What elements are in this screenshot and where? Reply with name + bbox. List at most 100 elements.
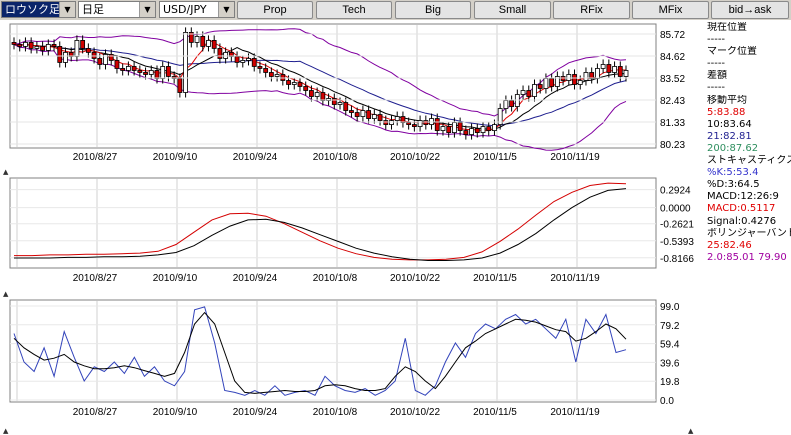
candle-body: [183, 31, 188, 93]
y-axis-tick-label: 80.23: [660, 140, 685, 151]
candle-body: [566, 74, 572, 81]
candle-body: [377, 114, 383, 121]
candle-body: [274, 74, 280, 77]
big-button[interactable]: Big: [395, 1, 471, 19]
y-axis-tick-label: -0.8166: [660, 254, 694, 265]
candle-body: [343, 102, 349, 111]
collapse-icon[interactable]: ▲: [3, 290, 9, 298]
stochastic-chart[interactable]: 99.0 79.2 59.4 39.6 19.8 0.0 2010/8/27 2010/9/…: [0, 298, 706, 424]
collapse-icon[interactable]: ▲: [3, 427, 9, 435]
y-axis-tick-label: 59.4: [660, 340, 680, 351]
candle-body: [554, 76, 560, 87]
stoch-k-label: %K:5:53.4: [707, 167, 759, 179]
candle-body: [549, 78, 555, 87]
x-axis-date-label: 2010/10/22: [390, 273, 440, 284]
candle-body: [532, 84, 537, 97]
pair-select[interactable]: USD/JPY ▼: [159, 1, 235, 18]
collapse-icon[interactable]: ▲: [3, 168, 9, 176]
candle-body: [492, 124, 497, 131]
x-axis-date-label: 2010/11/19: [550, 407, 600, 418]
x-axis-date-label: 2010/10/8: [313, 407, 358, 418]
candle-body: [45, 44, 51, 51]
x-axis-date-label: 2010/11/5: [473, 273, 517, 284]
candle-body: [583, 72, 589, 81]
candle-body: [188, 31, 194, 43]
candle-body: [154, 70, 160, 79]
mark-position-value: -----: [707, 58, 726, 70]
candle-body: [337, 102, 343, 105]
y-axis-tick-label: -0.5393: [660, 237, 694, 248]
signal-line: [14, 188, 627, 261]
candle-body: [314, 92, 320, 97]
stoch-d-line: [13, 311, 627, 394]
ma-200-label: 200:87.62: [707, 142, 759, 154]
candle-body: [251, 58, 257, 67]
candle-body: [114, 60, 120, 69]
moving-average-title: 移動平均: [707, 94, 747, 106]
chevron-down-icon[interactable]: ▼: [59, 2, 75, 17]
prop-button[interactable]: Prop: [237, 1, 313, 19]
candle-body: [263, 68, 269, 73]
chevron-down-icon[interactable]: ▼: [139, 2, 155, 17]
resize-icon[interactable]: ▲: [688, 427, 694, 435]
candle-body: [509, 100, 515, 107]
candle-body: [526, 90, 532, 97]
candle-body: [286, 80, 291, 85]
tech-button[interactable]: Tech: [316, 1, 392, 19]
y-axis-tick-label: 85.72: [660, 30, 685, 41]
x-axis-date-label: 2010/9/10: [153, 152, 198, 163]
candle-body: [503, 100, 509, 109]
chevron-down-icon[interactable]: ▼: [218, 2, 234, 17]
candle-body: [320, 92, 326, 101]
candle-body: [137, 70, 143, 73]
y-axis-tick-label: 84.62: [660, 52, 685, 63]
candle-body: [423, 120, 429, 125]
candle-body: [206, 40, 211, 47]
period-select[interactable]: 日足 ▼: [78, 1, 156, 18]
candle-body: [400, 116, 406, 123]
mfix-button[interactable]: MFix: [632, 1, 709, 19]
candle-body: [91, 52, 97, 59]
candle-body: [577, 80, 583, 85]
candle-body: [331, 98, 337, 105]
x-axis-date-label: 2010/11/5: [473, 407, 517, 418]
ma-21-label: 21:82.81: [707, 130, 752, 142]
macd-chart[interactable]: 0.2924 0.0000 -0.2621 -0.5393 -0.8166 2010/8…: [0, 176, 706, 292]
candle-body: [194, 36, 200, 43]
candle-body: [177, 78, 183, 93]
candle-body: [486, 126, 492, 131]
pair-value: USD/JPY: [163, 3, 207, 16]
bollinger-title: ボリンジャーバンド: [707, 227, 791, 239]
x-axis-date-label: 2010/9/24: [233, 152, 278, 163]
chart-type-select[interactable]: ロウソク足 ▼: [1, 1, 76, 18]
rfix-button[interactable]: RFix: [553, 1, 630, 19]
toolbar: ロウソク足 ▼ 日足 ▼ USD/JPY ▼ Prop Tech Big Sma…: [0, 0, 791, 20]
candle-body: [103, 54, 108, 65]
ma-5-label: 5:83.88: [707, 106, 746, 118]
candle-body: [520, 90, 526, 95]
x-axis-date-label: 2010/8/27: [73, 273, 118, 284]
candle-body: [514, 94, 520, 107]
candle-body: [17, 44, 23, 47]
candle-body: [303, 86, 309, 91]
candle-body: [97, 58, 103, 65]
candle-body: [217, 48, 223, 59]
x-axis-date-label: 2010/11/5: [473, 152, 517, 163]
y-axis-tick-label: -0.2621: [660, 220, 694, 231]
price-chart[interactable]: 85.72 84.62 83.52 82.43 81.33 80.23 2010/8/27…: [0, 22, 706, 166]
diff-value: -----: [707, 82, 726, 94]
candle-body: [606, 64, 612, 73]
x-axis-date-label: 2010/10/22: [390, 407, 440, 418]
bid-ask-button[interactable]: bid→ask: [711, 1, 789, 19]
x-axis-date-label: 2010/9/24: [233, 273, 278, 284]
small-button[interactable]: Small: [474, 1, 551, 19]
x-axis-date-label: 2010/11/19: [550, 273, 600, 284]
candle-body: [349, 110, 354, 113]
candle-body: [572, 74, 577, 85]
candle-body: [40, 46, 45, 51]
candle-body: [354, 112, 360, 117]
candle-body: [469, 128, 474, 135]
stochastic-plot-area: [9, 299, 657, 403]
candle-body: [63, 52, 68, 63]
candle-body: [394, 116, 400, 121]
